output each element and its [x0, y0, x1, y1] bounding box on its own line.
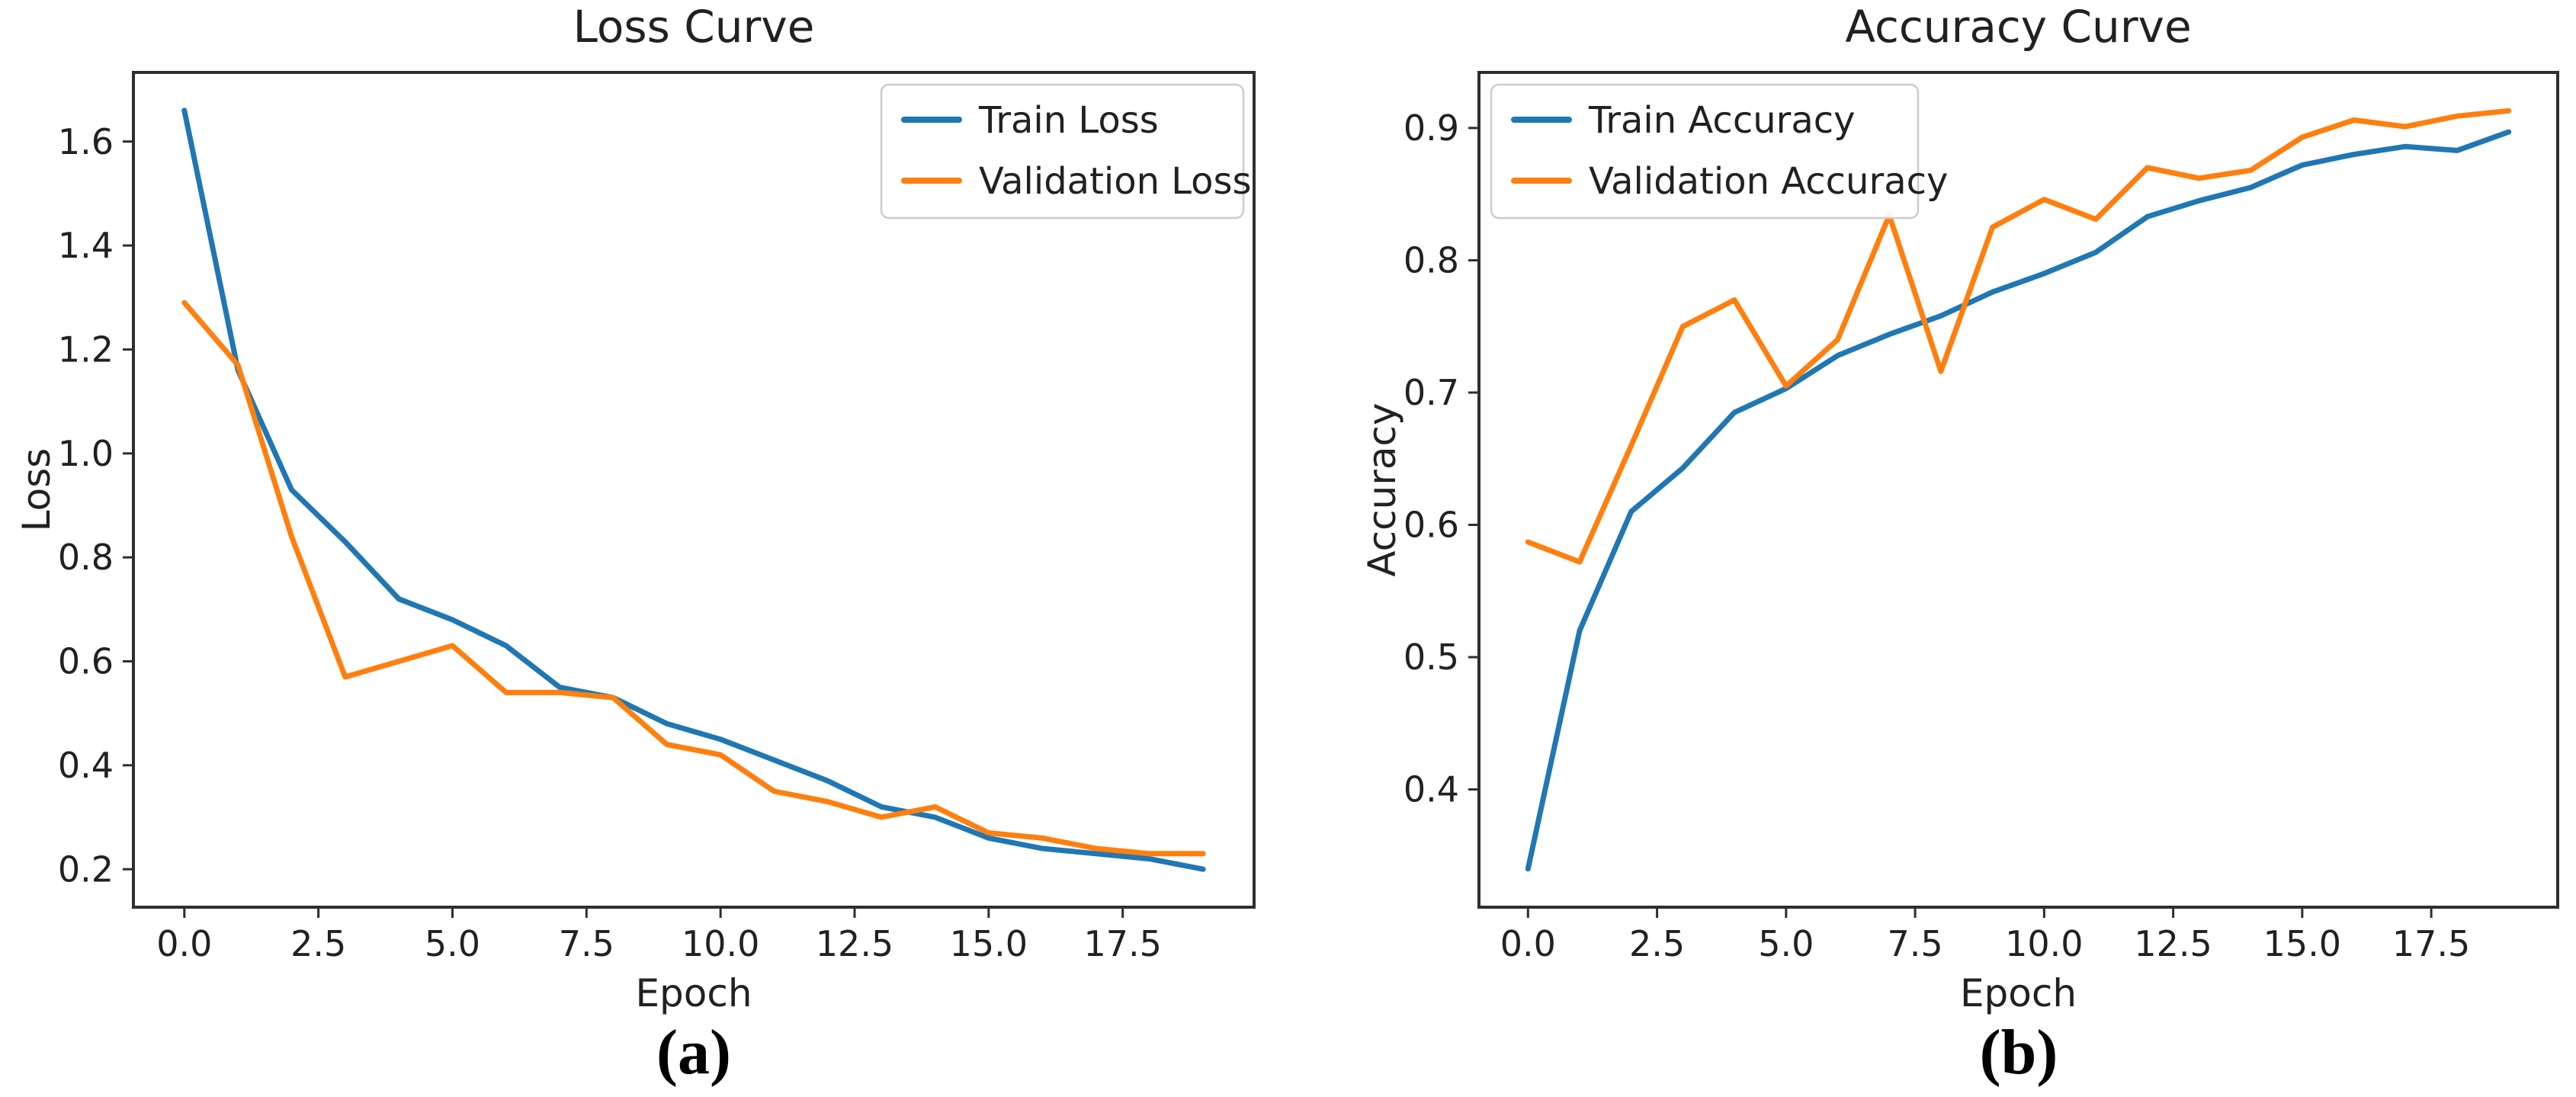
accuracy-chart: 0.4 0.5 0.6 0.7 0.8 0.9 0.0 2.5 5.0 7.5 10.0 12.5 15… [1360, 1, 2559, 1015]
y-axis-label: Accuracy [1360, 403, 1404, 576]
y-tick-label: 1.0 [58, 433, 114, 474]
x-tick-label: 0.0 [1500, 923, 1556, 964]
y-tick-label: 1.2 [58, 329, 114, 370]
y-tick-label: 0.6 [58, 641, 114, 682]
legend-label: Validation Loss [979, 160, 1252, 203]
y-axis-label: Loss [14, 448, 59, 532]
chart-title: Accuracy Curve [1845, 1, 2191, 53]
caption-a: (a) [656, 1017, 731, 1088]
caption-b: (b) [1980, 1017, 2058, 1088]
plot-border [132, 71, 1256, 909]
x-tick-label: 7.5 [1888, 923, 1943, 964]
x-tick-label: 15.0 [2263, 923, 2341, 964]
x-tick-label: 0.0 [156, 923, 212, 964]
y-tick-label: 0.9 [1403, 107, 1459, 149]
y-tick-label: 0.7 [1403, 372, 1459, 413]
series-line-train-loss [181, 107, 1206, 872]
y-tick-label: 0.4 [1403, 769, 1459, 810]
x-tick-label: 5.0 [425, 923, 480, 964]
y-tick-label: 0.2 [58, 848, 114, 890]
y-tick-label: 1.4 [58, 225, 114, 266]
y-tick-label: 0.6 [1403, 505, 1459, 546]
y-tick-label: 0.4 [58, 745, 114, 786]
series-line-validation-loss [181, 300, 1206, 857]
legend: Train Accuracy Validation Accuracy [1490, 83, 1948, 220]
legend-label: Train Accuracy [1588, 99, 1856, 142]
y-tick-label: 0.5 [1403, 637, 1459, 678]
x-tick-label: 15.0 [950, 923, 1028, 964]
legend-label: Validation Accuracy [1589, 160, 1948, 203]
loss-chart: 0.2 0.4 0.6 0.8 1.0 1.2 1.4 1.6 0.0 2.5 5.0 7.5 10.0… [14, 1, 1256, 1015]
x-tick-label: 12.5 [816, 923, 893, 964]
x-tick-label: 10.0 [682, 923, 759, 964]
legend-box [1490, 83, 1920, 220]
y-tick-label: 0.8 [58, 537, 114, 578]
y-tick-label: 0.8 [1403, 240, 1459, 281]
y-tick-label: 1.6 [58, 121, 114, 162]
plot-border [1477, 71, 2559, 909]
x-tick-label: 17.5 [1083, 923, 1161, 964]
x-tick-label: 5.0 [1758, 923, 1814, 964]
x-axis-label: Epoch [635, 971, 752, 1015]
x-tick-label: 2.5 [290, 923, 346, 964]
x-axis-label: Epoch [1960, 971, 2077, 1015]
legend-label: Train Loss [978, 99, 1159, 142]
series-line-validation-accuracy [1525, 107, 2512, 565]
x-tick-label: 12.5 [2134, 923, 2212, 964]
x-tick-label: 17.5 [2392, 923, 2470, 964]
x-tick-label: 2.5 [1629, 923, 1685, 964]
legend: Train Loss Validation Loss [880, 83, 1252, 220]
series-line-train-accuracy [1525, 129, 2512, 872]
chart-title: Loss Curve [573, 1, 815, 53]
legend-box [880, 83, 1245, 220]
x-tick-label: 7.5 [559, 923, 614, 964]
x-tick-label: 10.0 [2005, 923, 2083, 964]
